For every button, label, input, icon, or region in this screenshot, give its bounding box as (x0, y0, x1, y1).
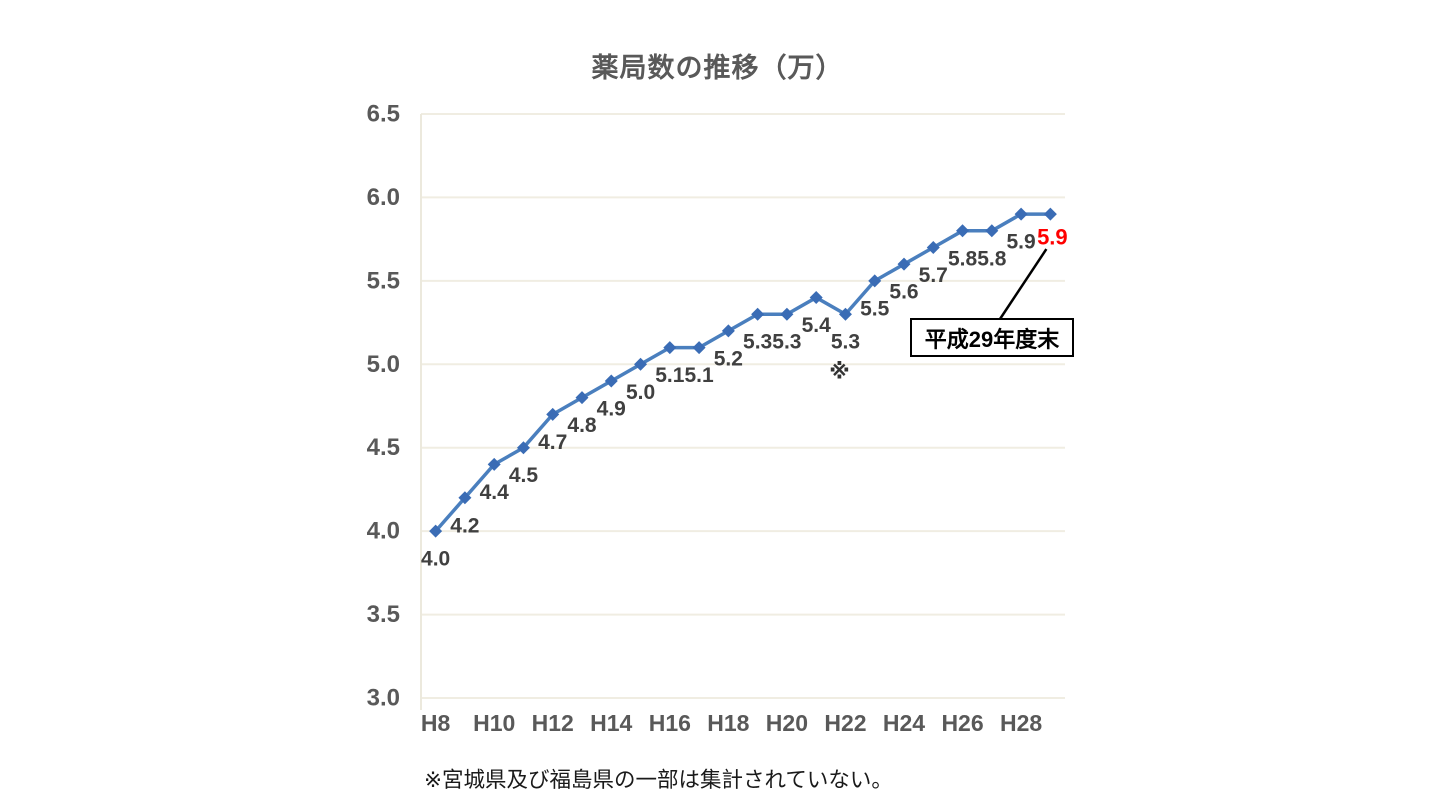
data-label: 5.1 (655, 364, 685, 387)
data-point-marker (546, 407, 560, 421)
data-point-marker (897, 257, 911, 271)
data-label: 5.5 (860, 297, 890, 320)
data-point-marker (809, 291, 823, 305)
data-label: 5.2 (714, 347, 743, 370)
y-tick-label: 4.5 (367, 434, 400, 461)
data-label: 4.5 (509, 464, 539, 487)
x-tick-label: H16 (649, 710, 691, 736)
data-label: 5.8 (948, 247, 978, 270)
data-label: 4.0 (421, 548, 450, 571)
data-label: 5.4 (802, 314, 832, 337)
x-tick-label: H18 (707, 710, 749, 736)
data-point-marker (985, 224, 999, 238)
data-point-marker (692, 341, 706, 355)
data-label: 4.4 (480, 481, 510, 504)
data-point-marker (458, 491, 472, 505)
annotation-box: 平成29年度末 (910, 318, 1074, 357)
data-point-marker (1014, 207, 1028, 221)
data-point-marker (868, 274, 882, 288)
data-point-marker (429, 524, 443, 538)
data-point-marker (1043, 207, 1057, 221)
data-label: 5.7 (919, 264, 948, 287)
x-tick-label: H10 (473, 710, 515, 736)
data-point-marker (956, 224, 970, 238)
x-tick-label: H24 (883, 710, 925, 736)
y-tick-label: 6.0 (367, 184, 400, 211)
data-point-marker (751, 307, 765, 321)
data-label: 5.3 (743, 331, 772, 354)
data-label: 5.1 (684, 364, 714, 387)
x-tick-label: H28 (1000, 710, 1042, 736)
series-line (433, 212, 1053, 533)
data-label: 4.9 (597, 397, 626, 420)
annotation-leader-line (998, 248, 1048, 320)
data-point-marker (780, 307, 794, 321)
annotation-label: 平成29年度末 (924, 326, 1060, 352)
y-tick-label: 4.0 (367, 518, 400, 545)
data-label: 4.2 (450, 514, 479, 537)
x-tick-label: H8 (421, 710, 451, 736)
data-label: 4.8 (567, 414, 597, 437)
x-tick-label: H12 (532, 710, 574, 736)
footnote: ※宮城県及び福島県の一部は集計されていない。 (424, 768, 893, 792)
data-label: 5.0 (626, 381, 655, 404)
y-tick-label: 5.5 (367, 267, 400, 294)
y-tick-label: 6.5 (367, 101, 400, 128)
data-label: 5.8 (977, 247, 1007, 270)
data-point-marker (838, 307, 852, 321)
data-label: 5.9 (1006, 231, 1035, 254)
data-point-marker (721, 324, 735, 338)
data-label: 4.7 (538, 431, 567, 454)
data-label: 5.3 (831, 331, 860, 354)
data-point-marker (487, 457, 501, 471)
x-tick-label: H14 (590, 710, 632, 736)
y-tick-label: 5.0 (367, 351, 400, 378)
data-point-marker (516, 441, 530, 455)
data-label: 5.3 (772, 331, 801, 354)
data-point-marker (604, 374, 618, 388)
data-label: 5.6 (889, 281, 918, 304)
x-tick-label: H20 (766, 710, 808, 736)
chart-title: 薬局数の推移（万） (591, 53, 844, 83)
x-tick-label: H22 (824, 710, 866, 736)
data-point-marker (663, 341, 677, 355)
data-point-marker (575, 391, 589, 405)
x-tick-label: H26 (941, 710, 983, 736)
data-point-marker (926, 240, 940, 254)
data-label-highlight: 5.9 (1037, 225, 1068, 250)
y-tick-label: 3.0 (367, 685, 400, 712)
y-tick-label: 3.5 (367, 601, 400, 628)
note-marker: ※ (829, 361, 849, 384)
data-point-marker (634, 357, 648, 371)
